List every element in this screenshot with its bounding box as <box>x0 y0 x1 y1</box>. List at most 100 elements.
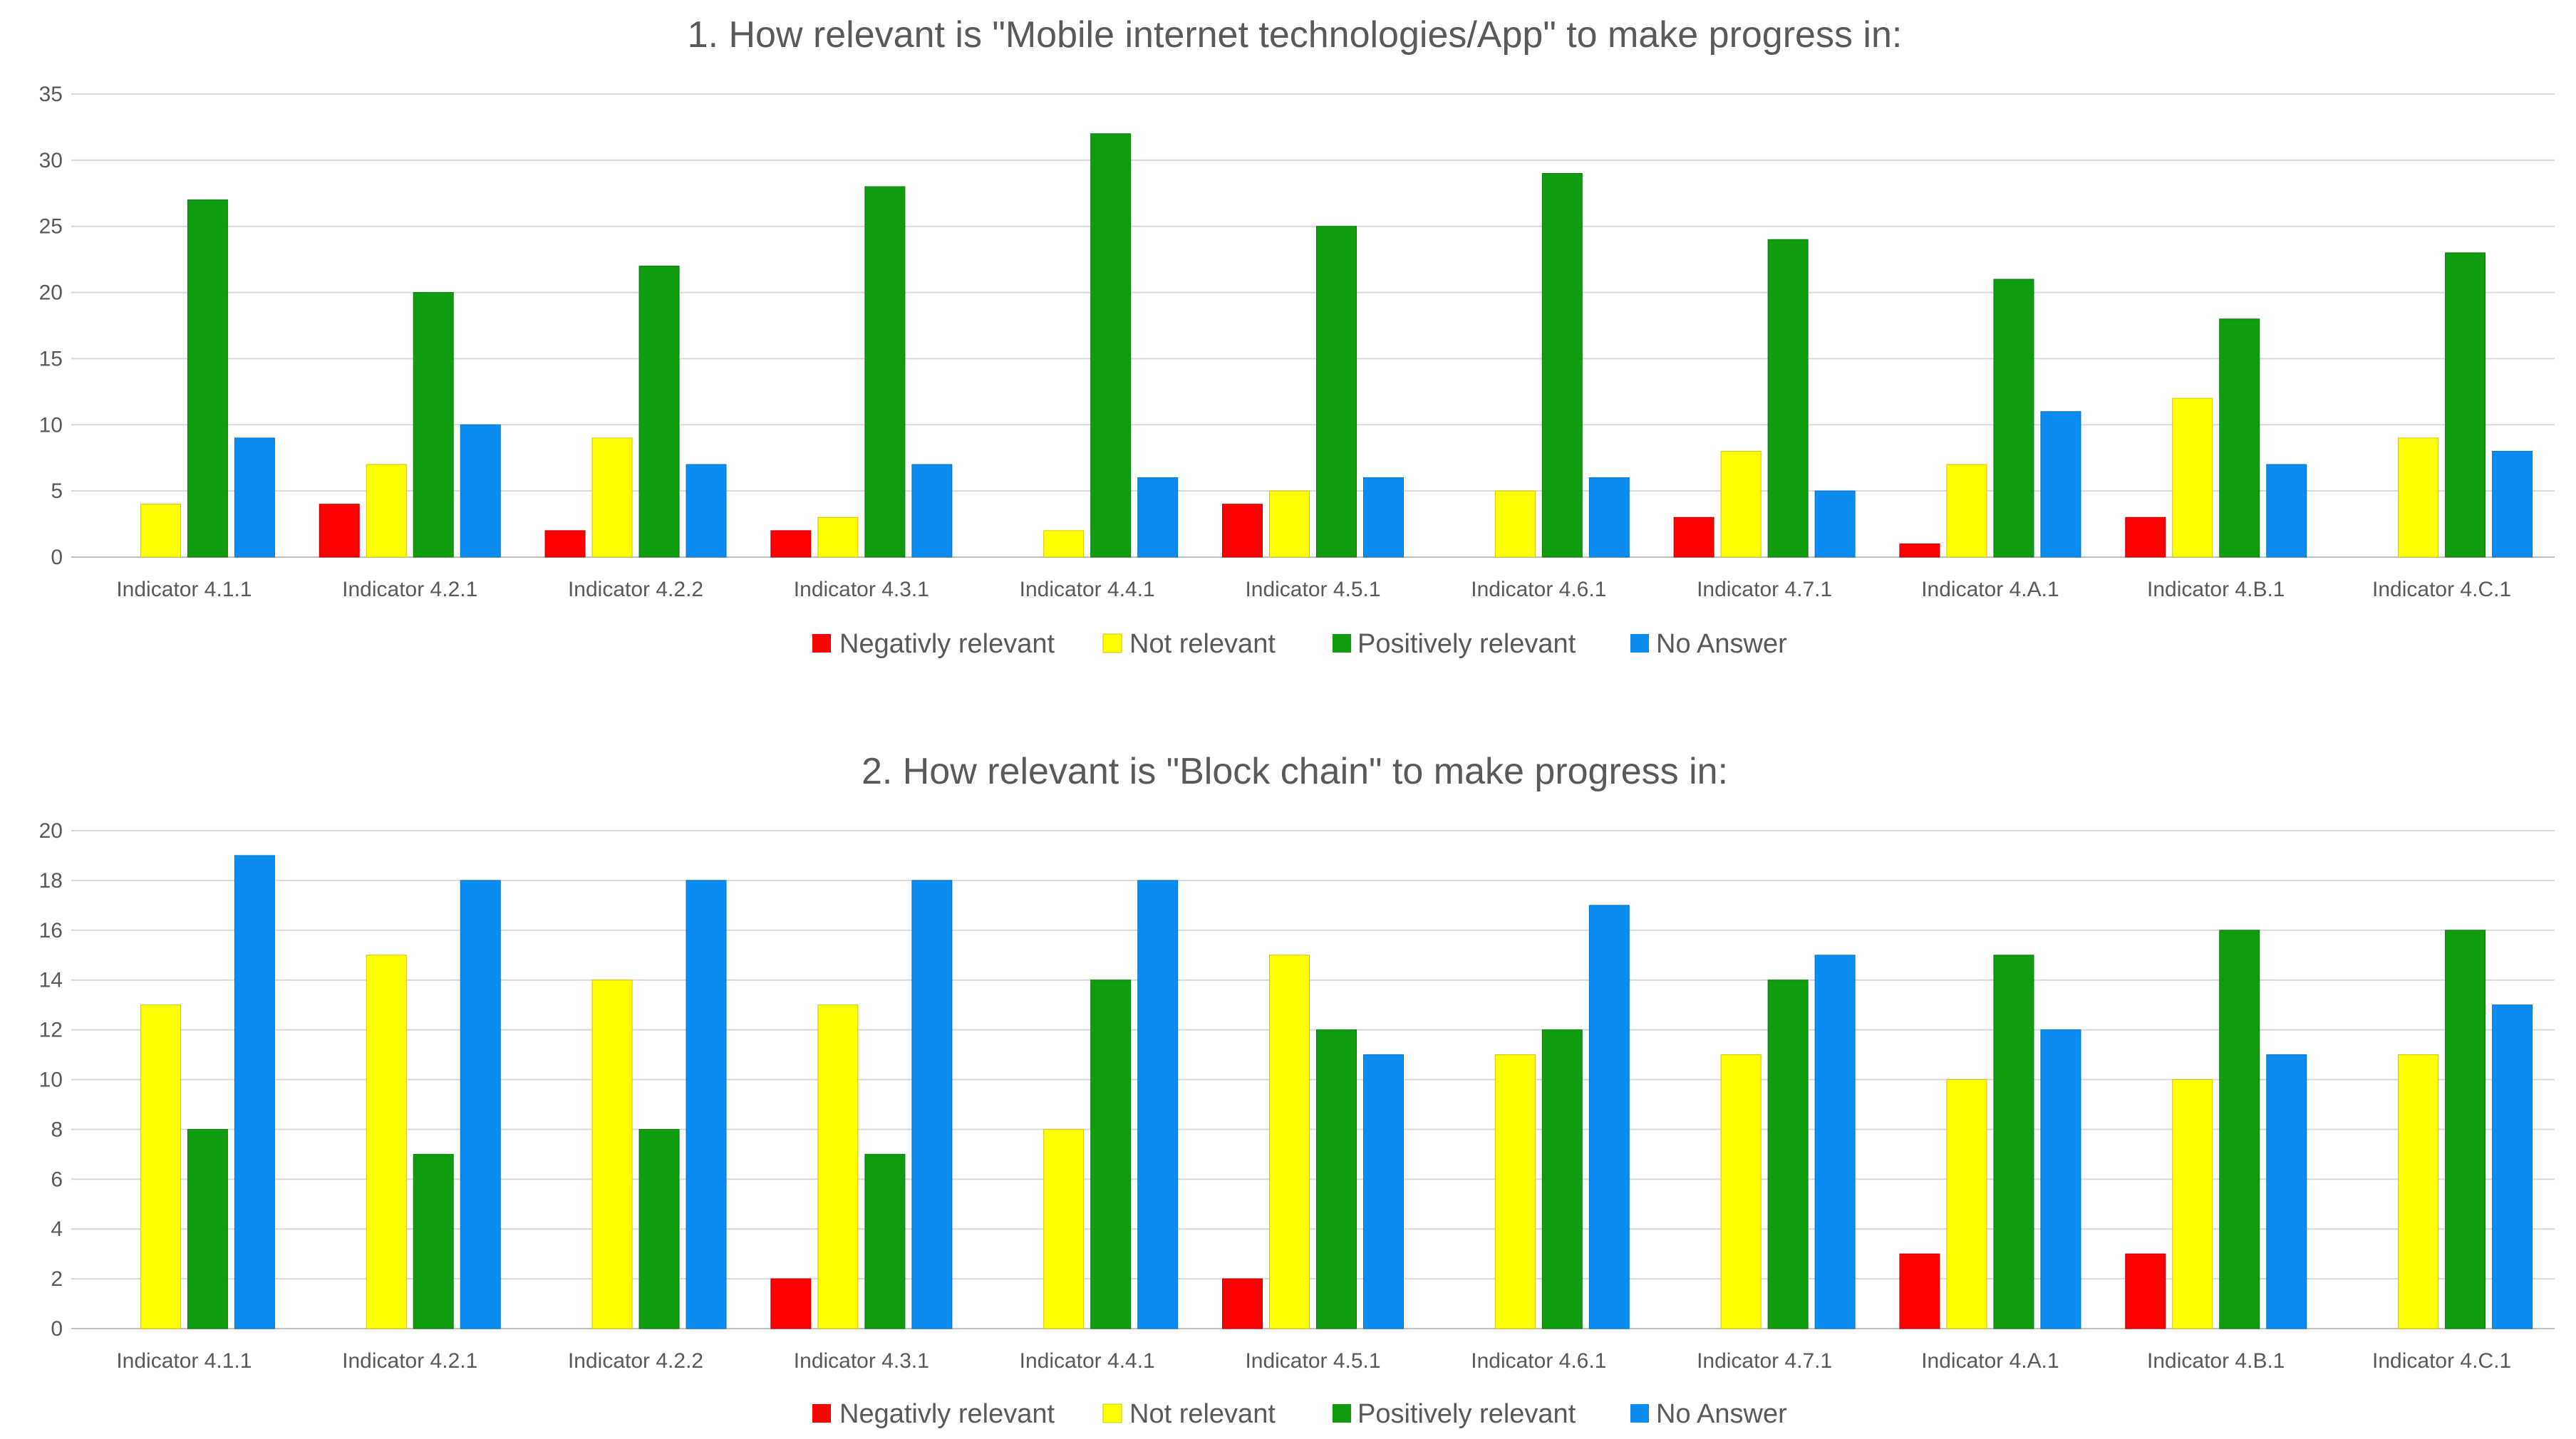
legend-swatch-positive <box>1333 634 1351 653</box>
bar-not-relevant <box>1946 1079 1987 1329</box>
legend-swatch-negative <box>812 1404 831 1423</box>
legend-swatch-negative <box>812 634 831 653</box>
bar-positive <box>638 265 680 558</box>
bar-negative <box>1222 1278 1263 1329</box>
bar-no-answer <box>1137 477 1179 558</box>
bar-no-answer <box>1814 955 1856 1329</box>
x-category-label: Indicator 4.2.1 <box>342 1349 477 1373</box>
bar-negative <box>1222 504 1263 558</box>
bar-positive <box>413 292 454 558</box>
bar-positive <box>864 186 906 558</box>
bar-negative <box>770 1278 812 1329</box>
bar-positive <box>187 1128 228 1329</box>
x-category-label: Indicator 4.3.1 <box>794 578 929 601</box>
bar-no-answer <box>1588 477 1630 558</box>
y-tick-label: 5 <box>51 479 63 503</box>
legend-label-positive: Positively relevant <box>1357 629 1576 659</box>
y-tick-label: 20 <box>39 281 63 305</box>
legend-label-no-answer: No Answer <box>1656 1399 1787 1429</box>
x-category-label: Indicator 4.B.1 <box>2147 1349 2285 1373</box>
y-tick-label: 10 <box>39 1069 63 1092</box>
bar-positive <box>1993 955 2034 1329</box>
bar-no-answer <box>686 880 727 1329</box>
bar-positive <box>2445 930 2486 1329</box>
bar-no-answer <box>1363 477 1404 558</box>
y-tick-label: 6 <box>51 1168 63 1191</box>
bar-negative <box>2125 1253 2166 1329</box>
bar-no-answer <box>234 437 275 558</box>
chart-1-plot: 0 5 10 15 20 25 30 35 Indicator 4.1.1 Indicator 4… <box>39 83 2555 601</box>
bar-negative <box>544 530 586 558</box>
bar-not-relevant <box>1946 464 1987 558</box>
bar-negative <box>1899 1253 1940 1329</box>
bar-not-relevant <box>1494 490 1536 558</box>
bar-not-relevant <box>366 464 407 558</box>
x-category-label: Indicator 4.A.1 <box>1921 1349 2059 1373</box>
bar-not-relevant <box>1720 450 1762 558</box>
bar-not-relevant <box>2172 398 2213 558</box>
bar-no-answer <box>1363 1054 1404 1329</box>
chart-1-title: 1. How relevant is "Mobile internet tech… <box>688 14 1903 56</box>
bar-negative <box>770 530 812 558</box>
bar-positive <box>1767 980 1809 1329</box>
chart-2-legend: Negativly relevant Not relevant Positive… <box>812 1399 1787 1429</box>
bar-no-answer <box>911 880 953 1329</box>
bar-no-answer <box>2040 1029 2081 1329</box>
bar-positive <box>2445 252 2486 558</box>
bar-negative <box>1673 516 1714 558</box>
chart-1-legend: Negativly relevant Not relevant Positive… <box>812 629 1787 659</box>
y-tick-label: 0 <box>51 546 63 569</box>
bar-not-relevant <box>591 437 633 558</box>
x-category-label: Indicator 4.C.1 <box>2372 1349 2511 1373</box>
bar-positive <box>1090 133 1132 558</box>
x-category-label: Indicator 4.1.1 <box>116 578 252 601</box>
legend-swatch-no-answer <box>1630 634 1649 653</box>
bar-positive <box>1767 239 1809 558</box>
bar-not-relevant <box>591 980 633 1329</box>
bar-not-relevant <box>1269 490 1310 558</box>
x-category-label: Indicator 4.4.1 <box>1020 578 1155 601</box>
bar-no-answer <box>460 880 501 1329</box>
bar-no-answer <box>460 424 501 558</box>
bar-not-relevant <box>2398 437 2439 558</box>
bar-not-relevant <box>817 1004 859 1329</box>
legend-swatch-no-answer <box>1630 1404 1649 1423</box>
bar-positive <box>1090 980 1132 1329</box>
legend-swatch-not-relevant <box>1102 633 1122 653</box>
bar-not-relevant <box>1494 1054 1536 1329</box>
y-tick-label: 18 <box>39 869 63 893</box>
bar-no-answer <box>1588 905 1630 1329</box>
x-category-label: Indicator 4.A.1 <box>1921 578 2059 601</box>
legend-label-negative: Negativly relevant <box>839 1399 1055 1429</box>
bar-not-relevant <box>140 504 181 558</box>
bar-no-answer <box>911 464 953 558</box>
bar-no-answer <box>686 464 727 558</box>
bar-positive <box>1993 279 2034 558</box>
bar-not-relevant <box>1043 530 1085 558</box>
bar-not-relevant <box>2398 1054 2439 1329</box>
bar-positive <box>1541 1029 1583 1329</box>
bar-not-relevant <box>1043 1128 1085 1329</box>
x-category-label: Indicator 4.6.1 <box>1471 578 1606 601</box>
y-tick-label: 10 <box>39 413 63 437</box>
bar-no-answer <box>1814 490 1856 558</box>
x-category-label: Indicator 4.6.1 <box>1471 1349 1606 1373</box>
bar-negative <box>2125 516 2166 558</box>
bar-no-answer <box>234 855 275 1329</box>
legend-swatch-positive <box>1333 1404 1351 1423</box>
bar-positive <box>1316 226 1357 558</box>
y-tick-label: 2 <box>51 1267 63 1291</box>
bar-not-relevant <box>817 516 859 558</box>
chart-2-plot: 0 2 4 6 8 10 12 14 16 18 20 Indicator 4.1.1 Indicato… <box>39 819 2555 1373</box>
y-tick-label: 35 <box>39 83 63 106</box>
bar-positive <box>2219 930 2260 1329</box>
x-category-label: Indicator 4.B.1 <box>2147 578 2285 601</box>
bar-positive <box>1316 1029 1357 1329</box>
bar-positive <box>864 1153 906 1329</box>
chart-2-title: 2. How relevant is "Block chain" to make… <box>862 751 1728 792</box>
x-category-label: Indicator 4.C.1 <box>2372 578 2511 601</box>
bar-negative <box>319 504 360 558</box>
bar-no-answer <box>2040 411 2081 558</box>
